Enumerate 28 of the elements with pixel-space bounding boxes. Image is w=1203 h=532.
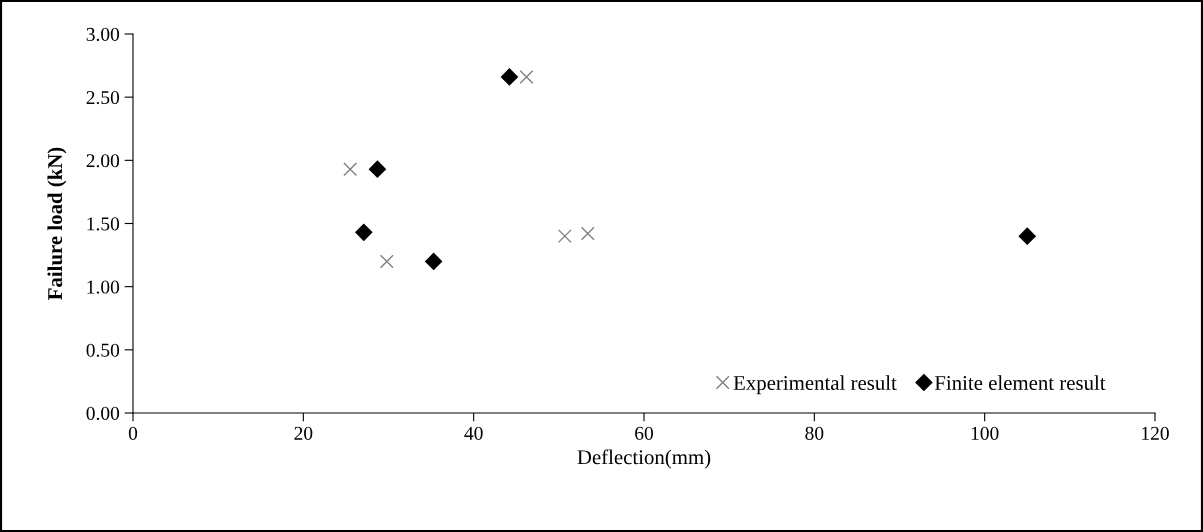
point [355,223,373,241]
y-tick-label: 0.50 [86,343,120,357]
x-axis-title: Deflection(mm) [577,449,711,469]
x-tick-label: 60 [635,426,653,440]
legend-label: Experimental result [733,375,897,395]
x-tick-label: 120 [1142,426,1169,440]
legend-label: Finite element result [934,375,1106,391]
y-tick-label: 2.50 [86,90,120,105]
x-tick-label: 0 [128,426,138,440]
y-tick-label: 1.50 [87,217,120,231]
point [580,226,595,241]
y-axis-title: Failure load (kN) [47,147,67,300]
x-tick-label: 20 [294,426,313,440]
y-tick-label: 3.00 [86,27,120,42]
x-tick-label: 40 [464,426,483,440]
x-tick-label: 80 [805,426,824,440]
point [379,254,394,269]
point [500,68,518,86]
point [519,70,534,84]
y-tick-label: 2.00 [86,154,120,168]
point [343,162,358,177]
x-tick-label: 100 [971,426,999,440]
point [368,160,386,178]
point [425,252,443,270]
y-tick-label: 0.00 [86,406,120,421]
point [1018,227,1036,245]
y-tick-label: 1.00 [87,280,120,294]
point [557,229,572,244]
